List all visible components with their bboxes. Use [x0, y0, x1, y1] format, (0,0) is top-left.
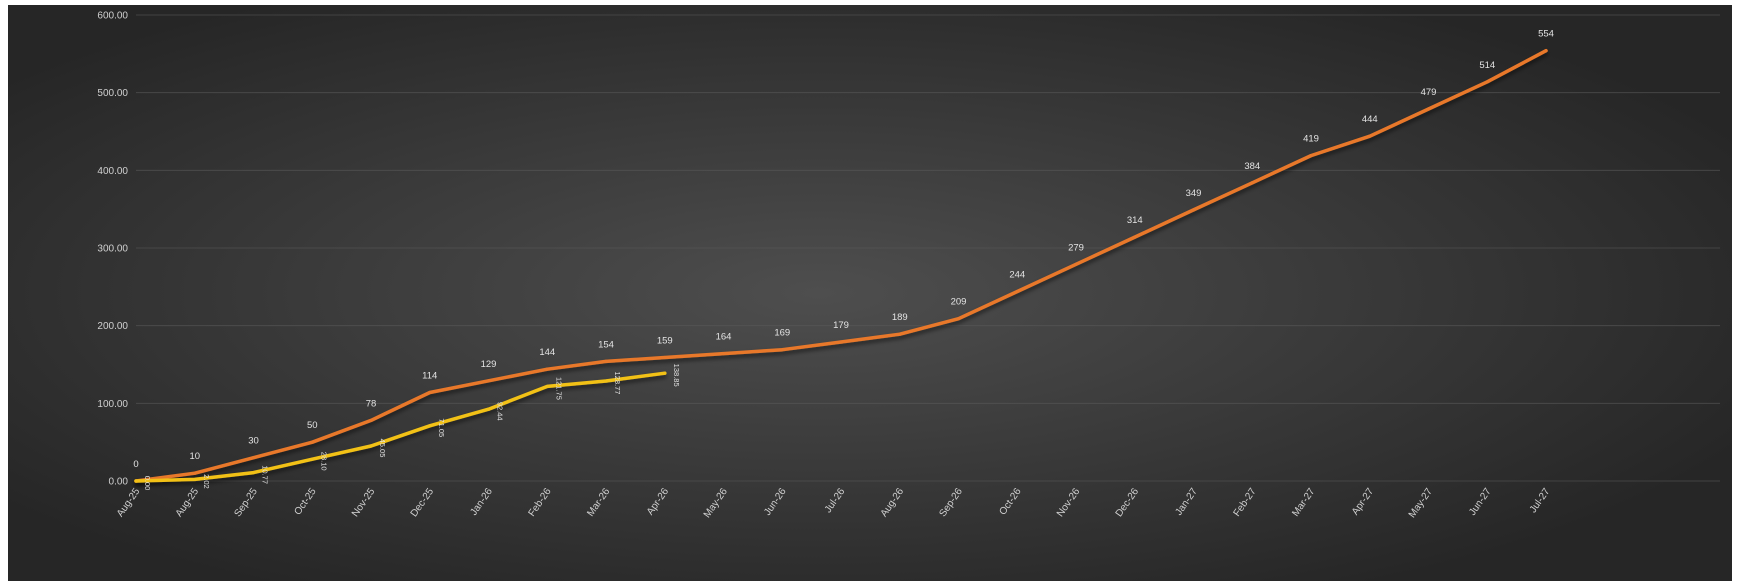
data-point [1191, 208, 1196, 212]
data-label: 10.77 [261, 465, 270, 484]
data-label: 78 [366, 398, 377, 409]
data-point [1250, 181, 1254, 185]
data-label: 129 [481, 359, 497, 370]
data-label: 554 [1538, 29, 1554, 40]
data-label: 128.77 [613, 372, 622, 395]
data-label: 279 [1068, 242, 1084, 253]
data-point [193, 471, 197, 475]
data-label: 50 [307, 420, 318, 431]
y-tick-label: 200.00 [97, 321, 128, 332]
data-label: 10 [189, 451, 200, 462]
data-label: 45.05 [378, 439, 387, 458]
y-tick-label: 600.00 [97, 11, 128, 22]
y-tick-label: 400.00 [97, 166, 128, 177]
data-label: 0.00 [143, 476, 152, 491]
data-label: 419 [1303, 134, 1319, 145]
data-point [134, 479, 138, 483]
data-label: 28.10 [319, 452, 328, 471]
data-point [486, 407, 491, 411]
data-point [251, 456, 256, 460]
data-point [545, 367, 549, 371]
data-point [310, 440, 314, 444]
y-tick-label: 0.00 [109, 477, 129, 488]
data-point [604, 359, 608, 363]
data-point [898, 332, 902, 336]
chart-background [8, 5, 1732, 581]
data-label: 121.75 [554, 377, 563, 400]
data-label: 0 [133, 459, 138, 470]
data-label: 30 [248, 436, 259, 447]
data-label: 2.02 [202, 474, 211, 489]
data-label: 92.44 [496, 402, 505, 421]
series-line-1 [134, 371, 667, 483]
data-point [780, 348, 784, 352]
data-label: 349 [1186, 188, 1202, 199]
data-point [1544, 49, 1548, 53]
data-point [486, 379, 491, 383]
data-point [721, 352, 726, 356]
y-tick-label: 500.00 [97, 88, 128, 99]
data-label: 169 [774, 328, 790, 339]
data-label: 514 [1479, 60, 1495, 71]
data-point [193, 477, 197, 482]
line-chart: 0.00 100.00 200.00 300.00 400.00 500.00 600.00… [8, 5, 1732, 581]
data-point [369, 418, 373, 423]
data-label: 209 [951, 297, 967, 308]
data-point [1485, 80, 1489, 84]
data-label: 164 [716, 332, 732, 343]
data-label: 159 [657, 336, 673, 347]
data-point [1074, 262, 1078, 266]
data-label: 144 [539, 347, 555, 358]
y-tick-label: 300.00 [97, 244, 128, 255]
data-label: 179 [833, 320, 849, 331]
data-label: 314 [1127, 215, 1143, 226]
data-label: 71.05 [437, 418, 446, 437]
data-label: 384 [1244, 161, 1260, 172]
data-point [956, 317, 961, 321]
data-point [428, 390, 432, 395]
data-point [1368, 134, 1372, 138]
data-point [663, 371, 667, 375]
data-point [1309, 153, 1313, 158]
data-label: 444 [1362, 114, 1378, 125]
data-point [1426, 107, 1431, 111]
data-point [1015, 289, 1019, 294]
data-point [545, 384, 549, 389]
data-point [310, 457, 314, 461]
data-label: 189 [892, 312, 908, 323]
data-point [839, 340, 843, 344]
data-point [369, 444, 373, 448]
data-label: 244 [1009, 269, 1025, 280]
data-label: 138.85 [672, 364, 681, 387]
data-label: 154 [598, 339, 614, 350]
data-label: 114 [422, 370, 437, 381]
data-point [428, 424, 432, 428]
data-point [251, 471, 256, 475]
data-point [604, 379, 608, 383]
data-label: 479 [1421, 87, 1437, 98]
chart-canvas: 0.00100.00200.00300.00400.00500.00600.00… [8, 5, 1732, 581]
y-tick-label: 100.00 [97, 399, 128, 410]
data-point [1133, 235, 1137, 239]
data-point [663, 355, 667, 360]
